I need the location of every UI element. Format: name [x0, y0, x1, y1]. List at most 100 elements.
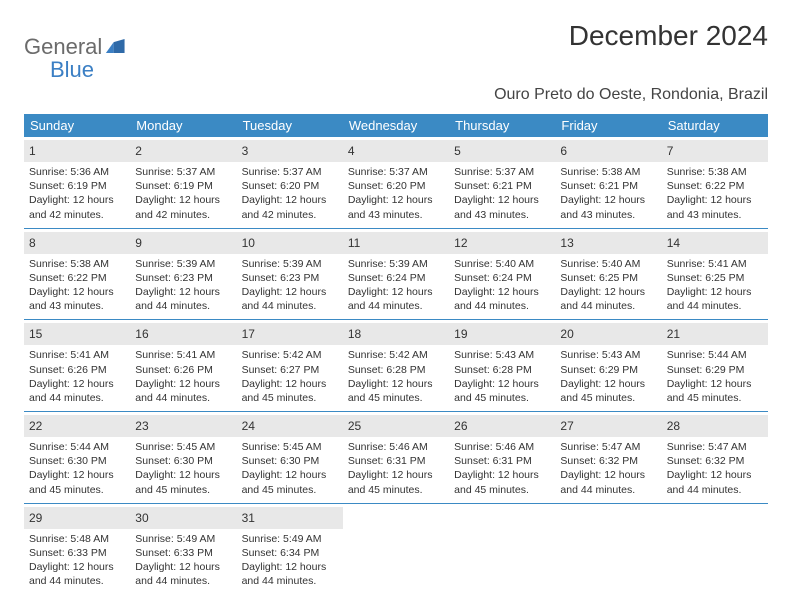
- day-number: 25: [348, 419, 361, 433]
- sunrise-text: Sunrise: 5:40 AM: [560, 257, 656, 271]
- daylight-text: Daylight: 12 hours and 45 minutes.: [242, 377, 338, 405]
- day-info: Sunrise: 5:38 AMSunset: 6:22 PMDaylight:…: [667, 165, 763, 222]
- weekday-header: Thursday: [449, 114, 555, 137]
- day-info: Sunrise: 5:45 AMSunset: 6:30 PMDaylight:…: [242, 440, 338, 497]
- day-info: Sunrise: 5:42 AMSunset: 6:28 PMDaylight:…: [348, 348, 444, 405]
- daylight-text: Daylight: 12 hours and 45 minutes.: [560, 377, 656, 405]
- calendar-day: 9Sunrise: 5:39 AMSunset: 6:23 PMDaylight…: [130, 229, 236, 320]
- day-number: 14: [667, 236, 680, 250]
- daylight-text: Daylight: 12 hours and 44 minutes.: [242, 285, 338, 313]
- logo-text-2: Blue: [50, 57, 94, 82]
- calendar-day: 12Sunrise: 5:40 AMSunset: 6:24 PMDayligh…: [449, 229, 555, 320]
- calendar-day: 18 Sunrise: 5:42 AMSunset: 6:28 PMDayligh…: [343, 320, 449, 411]
- calendar-week: 29 Sunrise: 5:48 AMSunset: 6:33 PMDayligh…: [24, 504, 768, 595]
- day-info: Sunrise: 5:41 AMSunset: 6:26 PMDaylight:…: [29, 348, 125, 405]
- day-info: Sunrise: 5:47 AMSunset: 6:32 PMDaylight:…: [560, 440, 656, 497]
- day-number-row: 26: [449, 415, 555, 437]
- day-number: 27: [560, 419, 573, 433]
- daylight-text: Daylight: 12 hours and 42 minutes.: [242, 193, 338, 221]
- calendar-week: 15 Sunrise: 5:41 AMSunset: 6:26 PMDayligh…: [24, 320, 768, 412]
- day-number-row: 6: [555, 140, 661, 162]
- daylight-text: Daylight: 12 hours and 44 minutes.: [29, 377, 125, 405]
- calendar-day: 27 Sunrise: 5:47 AMSunset: 6:32 PMDayligh…: [555, 412, 661, 503]
- sunset-text: Sunset: 6:32 PM: [560, 454, 656, 468]
- day-info: Sunrise: 5:48 AMSunset: 6:33 PMDaylight:…: [29, 532, 125, 589]
- sunset-text: Sunset: 6:23 PM: [242, 271, 338, 285]
- day-info: Sunrise: 5:45 AMSunset: 6:30 PMDaylight:…: [135, 440, 231, 497]
- sunset-text: Sunset: 6:29 PM: [667, 363, 763, 377]
- calendar: SundayMondayTuesdayWednesdayThursdayFrid…: [24, 114, 768, 594]
- day-info: Sunrise: 5:43 AMSunset: 6:28 PMDaylight:…: [454, 348, 550, 405]
- day-info: Sunrise: 5:37 AMSunset: 6:20 PMDaylight:…: [242, 165, 338, 222]
- daylight-text: Daylight: 12 hours and 44 minutes.: [560, 468, 656, 496]
- sunset-text: Sunset: 6:33 PM: [135, 546, 231, 560]
- day-number-row: 30: [130, 507, 236, 529]
- daylight-text: Daylight: 12 hours and 45 minutes.: [667, 377, 763, 405]
- weekday-header: Friday: [555, 114, 661, 137]
- sunset-text: Sunset: 6:21 PM: [560, 179, 656, 193]
- calendar-day: 23Sunrise: 5:45 AMSunset: 6:30 PMDayligh…: [130, 412, 236, 503]
- daylight-text: Daylight: 12 hours and 44 minutes.: [667, 285, 763, 313]
- calendar-day: 4Sunrise: 5:37 AMSunset: 6:20 PMDaylight…: [343, 137, 449, 228]
- day-number-row: 25: [343, 415, 449, 437]
- day-info: Sunrise: 5:37 AMSunset: 6:19 PMDaylight:…: [135, 165, 231, 222]
- day-number-row: 11: [343, 232, 449, 254]
- calendar-day: 31Sunrise: 5:49 AMSunset: 6:34 PMDayligh…: [237, 504, 343, 595]
- sunrise-text: Sunrise: 5:38 AM: [29, 257, 125, 271]
- sunset-text: Sunset: 6:29 PM: [560, 363, 656, 377]
- day-info: Sunrise: 5:46 AMSunset: 6:31 PMDaylight:…: [348, 440, 444, 497]
- day-info: Sunrise: 5:39 AMSunset: 6:23 PMDaylight:…: [242, 257, 338, 314]
- sunset-text: Sunset: 6:25 PM: [667, 271, 763, 285]
- day-info: Sunrise: 5:36 AMSunset: 6:19 PMDaylight:…: [29, 165, 125, 222]
- day-number: 2: [135, 144, 142, 158]
- sunrise-text: Sunrise: 5:37 AM: [135, 165, 231, 179]
- sunset-text: Sunset: 6:24 PM: [348, 271, 444, 285]
- day-info: Sunrise: 5:49 AMSunset: 6:33 PMDaylight:…: [135, 532, 231, 589]
- weekday-header: Saturday: [662, 114, 768, 137]
- sunrise-text: Sunrise: 5:37 AM: [242, 165, 338, 179]
- sunrise-text: Sunrise: 5:41 AM: [29, 348, 125, 362]
- day-info: Sunrise: 5:41 AMSunset: 6:26 PMDaylight:…: [135, 348, 231, 405]
- day-info: Sunrise: 5:43 AMSunset: 6:29 PMDaylight:…: [560, 348, 656, 405]
- day-info: Sunrise: 5:49 AMSunset: 6:34 PMDaylight:…: [242, 532, 338, 589]
- day-number: 13: [560, 236, 573, 250]
- day-number-row: 17: [237, 323, 343, 345]
- sunset-text: Sunset: 6:21 PM: [454, 179, 550, 193]
- weekday-header-row: SundayMondayTuesdayWednesdayThursdayFrid…: [24, 114, 768, 137]
- daylight-text: Daylight: 12 hours and 44 minutes.: [135, 285, 231, 313]
- daylight-text: Daylight: 12 hours and 42 minutes.: [135, 193, 231, 221]
- logo: GeneralBlue: [24, 34, 127, 82]
- daylight-text: Daylight: 12 hours and 45 minutes.: [242, 468, 338, 496]
- sunrise-text: Sunrise: 5:44 AM: [667, 348, 763, 362]
- day-number-row: 3: [237, 140, 343, 162]
- sunset-text: Sunset: 6:33 PM: [29, 546, 125, 560]
- day-number-row: 29: [24, 507, 130, 529]
- logo-mark-icon: [105, 34, 127, 58]
- page-header: GeneralBlue December 2024: [24, 20, 768, 82]
- daylight-text: Daylight: 12 hours and 43 minutes.: [560, 193, 656, 221]
- daylight-text: Daylight: 12 hours and 45 minutes.: [348, 377, 444, 405]
- sunset-text: Sunset: 6:22 PM: [667, 179, 763, 193]
- day-number: 20: [560, 327, 573, 341]
- day-info: Sunrise: 5:44 AMSunset: 6:30 PMDaylight:…: [29, 440, 125, 497]
- sunset-text: Sunset: 6:19 PM: [135, 179, 231, 193]
- day-number: 15: [29, 327, 42, 341]
- sunset-text: Sunset: 6:34 PM: [242, 546, 338, 560]
- day-number-row: 28: [662, 415, 768, 437]
- sunrise-text: Sunrise: 5:45 AM: [242, 440, 338, 454]
- day-number: 12: [454, 236, 467, 250]
- day-number-row: 4: [343, 140, 449, 162]
- daylight-text: Daylight: 12 hours and 45 minutes.: [454, 468, 550, 496]
- calendar-day-empty: [343, 504, 449, 595]
- day-info: Sunrise: 5:38 AMSunset: 6:21 PMDaylight:…: [560, 165, 656, 222]
- sunset-text: Sunset: 6:19 PM: [29, 179, 125, 193]
- calendar-day: 16Sunrise: 5:41 AMSunset: 6:26 PMDayligh…: [130, 320, 236, 411]
- day-number: 18: [348, 327, 361, 341]
- sunset-text: Sunset: 6:28 PM: [454, 363, 550, 377]
- calendar-day: 29 Sunrise: 5:48 AMSunset: 6:33 PMDayligh…: [24, 504, 130, 595]
- sunset-text: Sunset: 6:27 PM: [242, 363, 338, 377]
- day-number-row: 9: [130, 232, 236, 254]
- calendar-day: 21Sunrise: 5:44 AMSunset: 6:29 PMDayligh…: [662, 320, 768, 411]
- sunrise-text: Sunrise: 5:45 AM: [135, 440, 231, 454]
- weekday-header: Monday: [130, 114, 236, 137]
